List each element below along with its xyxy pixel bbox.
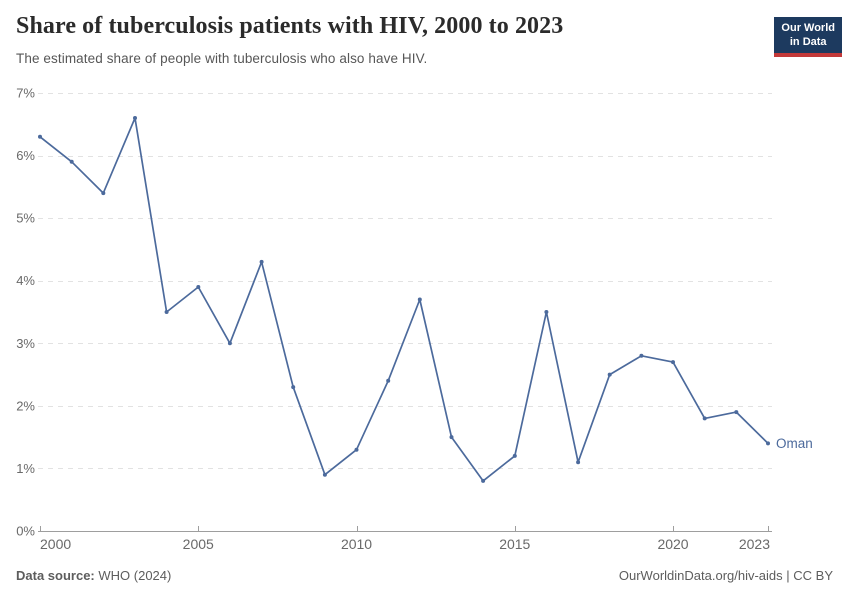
trend-line[interactable] bbox=[39, 117, 769, 482]
y-axis-label: 1% bbox=[16, 461, 35, 476]
data-point[interactable] bbox=[38, 134, 42, 139]
data-point[interactable] bbox=[544, 310, 549, 314]
data-source-value: WHO (2024) bbox=[98, 568, 172, 583]
y-axis-label: 2% bbox=[16, 398, 35, 413]
data-point[interactable] bbox=[386, 378, 391, 383]
data-point[interactable] bbox=[576, 460, 581, 465]
data-point[interactable] bbox=[291, 385, 296, 390]
data-point[interactable] bbox=[101, 191, 106, 196]
license-note: OurWorldinData.org/hiv-aids | CC BY bbox=[619, 568, 833, 583]
y-axis-label: 7% bbox=[16, 86, 35, 101]
data-point[interactable] bbox=[417, 297, 422, 302]
page-title: Share of tuberculosis patients with HIV,… bbox=[16, 13, 564, 39]
x-axis-label: 2023 bbox=[739, 536, 770, 552]
data-point[interactable] bbox=[322, 472, 327, 477]
data-point[interactable] bbox=[259, 259, 264, 264]
x-axis-label: 2010 bbox=[341, 536, 372, 552]
data-source-label: Data source: bbox=[16, 568, 95, 583]
x-axis-label: 2020 bbox=[657, 536, 688, 552]
owid-logo-line2: in Data bbox=[789, 36, 827, 49]
data-point[interactable] bbox=[734, 410, 739, 415]
x-axis-label: 2000 bbox=[40, 536, 71, 552]
data-source: Data source: WHO (2024) bbox=[16, 568, 171, 583]
data-point[interactable] bbox=[512, 453, 517, 458]
y-axis-label: 6% bbox=[16, 148, 35, 163]
license-text: OurWorldinData.org/hiv-aids | CC BY bbox=[618, 568, 833, 583]
y-axis-label: 4% bbox=[16, 273, 35, 288]
series-end-label[interactable]: Oman bbox=[776, 436, 813, 451]
data-point[interactable] bbox=[69, 159, 74, 164]
data-point[interactable] bbox=[607, 372, 612, 377]
data-point[interactable] bbox=[449, 435, 454, 440]
data-point[interactable] bbox=[354, 447, 359, 452]
owid-logo-line1: Our World bbox=[781, 22, 835, 34]
data-point[interactable] bbox=[164, 310, 169, 314]
y-axis-label: 3% bbox=[16, 336, 35, 351]
chart-subtitle: The estimated share of people with tuber… bbox=[16, 51, 428, 66]
data-point[interactable] bbox=[227, 341, 232, 346]
data-point[interactable] bbox=[766, 441, 770, 446]
data-point[interactable] bbox=[133, 116, 137, 120]
x-axis-label: 2005 bbox=[183, 536, 214, 552]
x-axis-label: 2015 bbox=[499, 536, 530, 552]
data-point[interactable] bbox=[702, 416, 707, 421]
y-axis-label: 5% bbox=[16, 211, 35, 226]
data-point[interactable] bbox=[671, 360, 675, 365]
data-point[interactable] bbox=[481, 478, 486, 483]
owid-logo: Our World in Data bbox=[774, 17, 842, 57]
data-point[interactable] bbox=[639, 353, 644, 358]
y-axis-label: 0% bbox=[16, 524, 35, 539]
data-point[interactable] bbox=[196, 285, 201, 289]
